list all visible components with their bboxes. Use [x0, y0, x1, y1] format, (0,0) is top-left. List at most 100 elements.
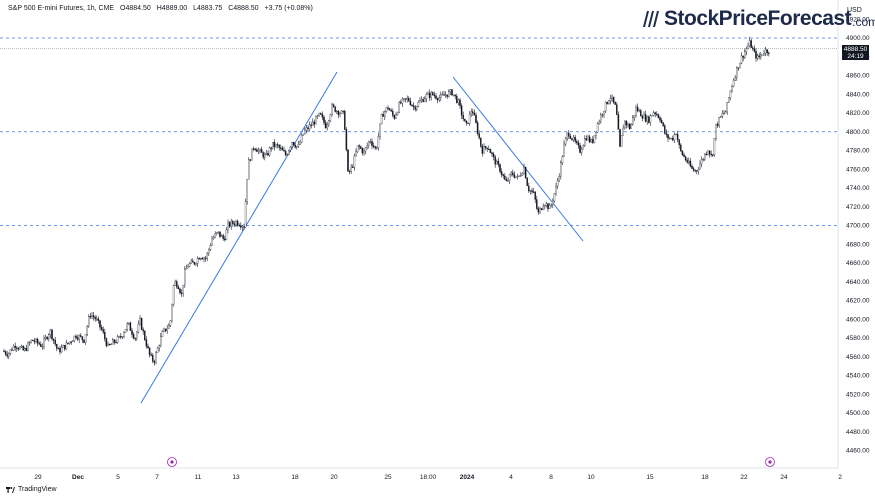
candle-body	[228, 222, 231, 227]
candle-body	[419, 100, 421, 103]
candle-body	[16, 347, 18, 349]
candle-body	[144, 331, 146, 340]
candle-body	[166, 328, 168, 332]
candle-body	[435, 95, 437, 99]
candle-body	[14, 345, 16, 348]
price-tick-4460: 4460.00	[846, 448, 870, 455]
candle-body	[331, 104, 333, 116]
candle-body	[259, 149, 261, 151]
event-marker-icon[interactable]	[167, 457, 177, 467]
candle-body	[344, 111, 346, 130]
candle-body	[38, 342, 40, 345]
candle-body	[425, 94, 428, 99]
candle-body	[208, 249, 210, 254]
candle-body	[566, 132, 568, 139]
candle-body	[460, 105, 463, 116]
candle-body	[328, 120, 330, 125]
candle-body	[427, 92, 429, 95]
candle-body	[107, 344, 109, 346]
candle-body	[164, 328, 167, 332]
candle-body	[632, 117, 634, 125]
candle-body	[484, 146, 487, 149]
candle-body	[692, 168, 695, 171]
candle-body	[368, 141, 370, 146]
candle-body	[57, 348, 60, 350]
candle-body	[171, 304, 173, 321]
candle-body	[609, 98, 612, 102]
candle-body	[616, 104, 618, 115]
candle-body	[340, 110, 343, 114]
candle-body	[59, 348, 61, 353]
event-markers[interactable]	[167, 457, 775, 467]
candle-body	[768, 52, 770, 54]
candle-body	[729, 90, 732, 98]
candle-body	[560, 162, 562, 177]
candle-body	[380, 113, 383, 125]
price-tick-4860: 4860.00	[846, 73, 870, 80]
candle-body	[721, 113, 724, 117]
candle-body	[198, 258, 200, 260]
candle-body	[491, 152, 493, 155]
trendline-1	[140, 71, 338, 404]
candle-body	[734, 77, 736, 81]
candle-body	[67, 342, 69, 344]
candle-body	[84, 334, 87, 343]
candle-body	[747, 45, 749, 49]
candle-body	[760, 54, 762, 58]
candle-body	[577, 142, 580, 146]
candle-body	[523, 167, 525, 174]
candle-body	[75, 335, 77, 338]
trendlines	[140, 71, 584, 404]
tradingview-label: TradingView	[18, 486, 57, 493]
candle-body	[222, 235, 224, 239]
candle-body	[19, 346, 21, 350]
candle-body	[592, 139, 594, 143]
candle-body	[148, 347, 151, 355]
candle-body	[276, 144, 279, 146]
candle-body	[185, 268, 188, 270]
price-tick-4600: 4600.00	[846, 316, 870, 323]
candle-body	[604, 101, 607, 112]
candle-body	[219, 231, 221, 237]
candle-body	[696, 170, 698, 172]
candle-body	[740, 55, 743, 64]
candle-body	[430, 92, 432, 98]
candle-body	[731, 86, 733, 92]
candle-body	[89, 316, 92, 318]
candle-body	[428, 92, 431, 98]
candle-body	[688, 160, 690, 163]
candle-body	[440, 94, 442, 98]
candle-body	[617, 114, 620, 130]
candle-body	[62, 345, 64, 348]
tradingview-logo[interactable]: TradingView	[6, 486, 57, 493]
candle-body	[382, 113, 384, 117]
candle-body	[649, 115, 652, 123]
event-marker-icon[interactable]	[765, 457, 775, 467]
candle-body	[420, 99, 423, 101]
candle-body	[752, 47, 754, 49]
candle-body	[272, 142, 274, 149]
candle-body	[268, 147, 271, 156]
time-tick-8: 8	[549, 474, 553, 481]
candle-body	[393, 115, 396, 119]
currency-label: USD	[847, 7, 862, 14]
candle-body	[540, 208, 543, 210]
candle-body	[480, 137, 482, 147]
candle-body	[212, 236, 215, 240]
candle-body	[708, 150, 711, 155]
candle-body	[499, 164, 501, 172]
candle-body	[200, 258, 202, 260]
candle-body	[12, 345, 15, 351]
candle-body	[22, 346, 24, 351]
candle-body	[336, 110, 338, 112]
time-axis[interactable]: 29 Dec 5 7 11 13 18 20 25 18:00 2024 4 8 10 15 18 22 24 2	[34, 474, 842, 481]
price-axis[interactable]: 4460.00 4480.00 4500.00 4520.00 4540.00 4560.…	[846, 16, 870, 454]
candle-body	[124, 329, 127, 333]
candle-body	[584, 138, 586, 146]
candle-body	[257, 150, 260, 152]
candle-body	[355, 151, 357, 157]
candle-body	[648, 116, 650, 123]
candle-body	[395, 114, 397, 119]
candle-body	[452, 94, 455, 96]
